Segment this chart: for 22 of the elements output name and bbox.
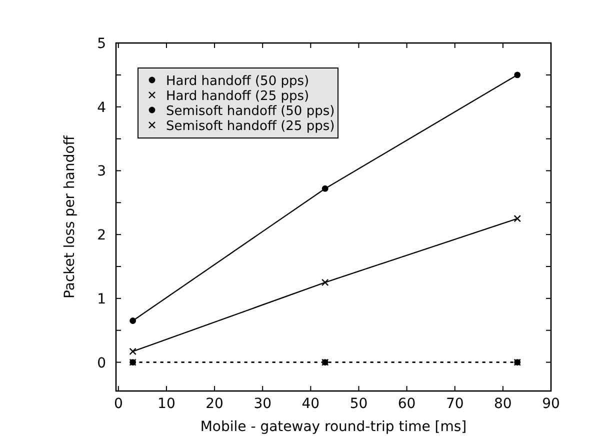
y-tick-label: 4: [97, 100, 106, 116]
x-tick-label: 60: [398, 396, 416, 412]
x-tick-label: 10: [158, 396, 176, 412]
x-tick-label: 90: [542, 396, 560, 412]
legend-label: Hard handoff (25 pps): [166, 89, 310, 104]
x-tick-label: 0: [114, 396, 123, 412]
y-axis-title: Packet loss per handoff: [62, 135, 78, 298]
x-axis-title: Mobile - gateway round-trip time [ms]: [200, 419, 467, 435]
y-tick-label: 5: [97, 36, 106, 52]
y-tick-label: 3: [97, 164, 106, 180]
x-tick-label: 40: [302, 396, 320, 412]
x-tick-label: 70: [446, 396, 464, 412]
legend-label: Semisoft handoff (50 pps): [166, 104, 335, 119]
y-tick-label: 1: [97, 291, 106, 308]
y-tick-label: 2: [97, 228, 106, 244]
y-tick-label: 0: [97, 355, 106, 372]
x-tick-label: 20: [206, 396, 224, 412]
x-tick-label: 80: [494, 396, 512, 412]
x-tick-label: 30: [254, 396, 272, 412]
legend-label: Hard handoff (50 pps): [166, 74, 310, 89]
legend-label: Semisoft handoff (25 pps): [166, 119, 335, 134]
x-tick-label: 50: [350, 396, 368, 412]
